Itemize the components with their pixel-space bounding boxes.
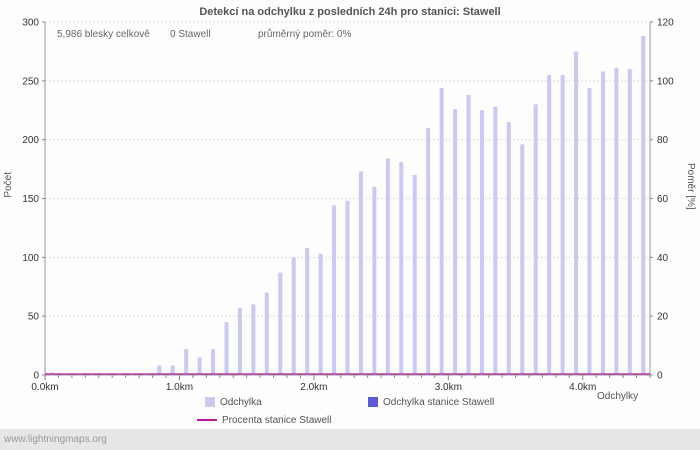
svg-text:150: 150 (22, 194, 39, 205)
svg-text:250: 250 (22, 76, 39, 87)
x-axis-label: Odchylky (597, 391, 639, 402)
svg-text:300: 300 (22, 18, 39, 29)
legend-swatch-deviation (205, 397, 215, 407)
svg-text:3.0km: 3.0km (435, 382, 462, 393)
legend-item-deviation: Odchylka (205, 396, 262, 408)
svg-text:60: 60 (657, 194, 669, 205)
svg-text:120: 120 (657, 18, 674, 29)
legend-label-deviation: Odchylka (220, 396, 262, 408)
svg-text:100: 100 (657, 76, 674, 87)
footer-bar: www.lightningmaps.org (0, 429, 700, 450)
y-axis-label-right: Poměr [%] (685, 163, 696, 210)
svg-text:20: 20 (657, 312, 669, 323)
legend-swatch-station (368, 397, 378, 407)
svg-text:40: 40 (657, 253, 669, 264)
legend-item-station-percent: Procenta stanice Stawell (197, 414, 332, 426)
legend-label-station-percent: Procenta stanice Stawell (222, 414, 332, 426)
stat-total-flashes: 5,986 blesky celkově (57, 29, 150, 40)
svg-text:100: 100 (22, 253, 39, 264)
svg-text:4.0km: 4.0km (569, 382, 596, 393)
svg-text:200: 200 (22, 135, 39, 146)
svg-text:0: 0 (33, 371, 39, 382)
svg-text:80: 80 (657, 135, 669, 146)
stat-average-ratio: průměrný poměr: 0% (258, 29, 352, 40)
page-title: Detekcí na odchylku z posledních 24h pro… (199, 6, 501, 18)
legend-swatch-percent-line (197, 419, 217, 421)
svg-text:0.0km: 0.0km (31, 382, 58, 393)
svg-text:0: 0 (657, 371, 663, 382)
svg-text:2.0km: 2.0km (300, 382, 327, 393)
legend-item-station-deviation: Odchylka stanice Stawell (368, 396, 494, 408)
legend-label-station-deviation: Odchylka stanice Stawell (383, 396, 495, 408)
stat-station-count: 0 Stawell (170, 29, 211, 40)
watermark: www.lightningmaps.org (4, 434, 107, 445)
svg-text:1.0km: 1.0km (166, 382, 193, 393)
svg-text:50: 50 (28, 312, 40, 323)
